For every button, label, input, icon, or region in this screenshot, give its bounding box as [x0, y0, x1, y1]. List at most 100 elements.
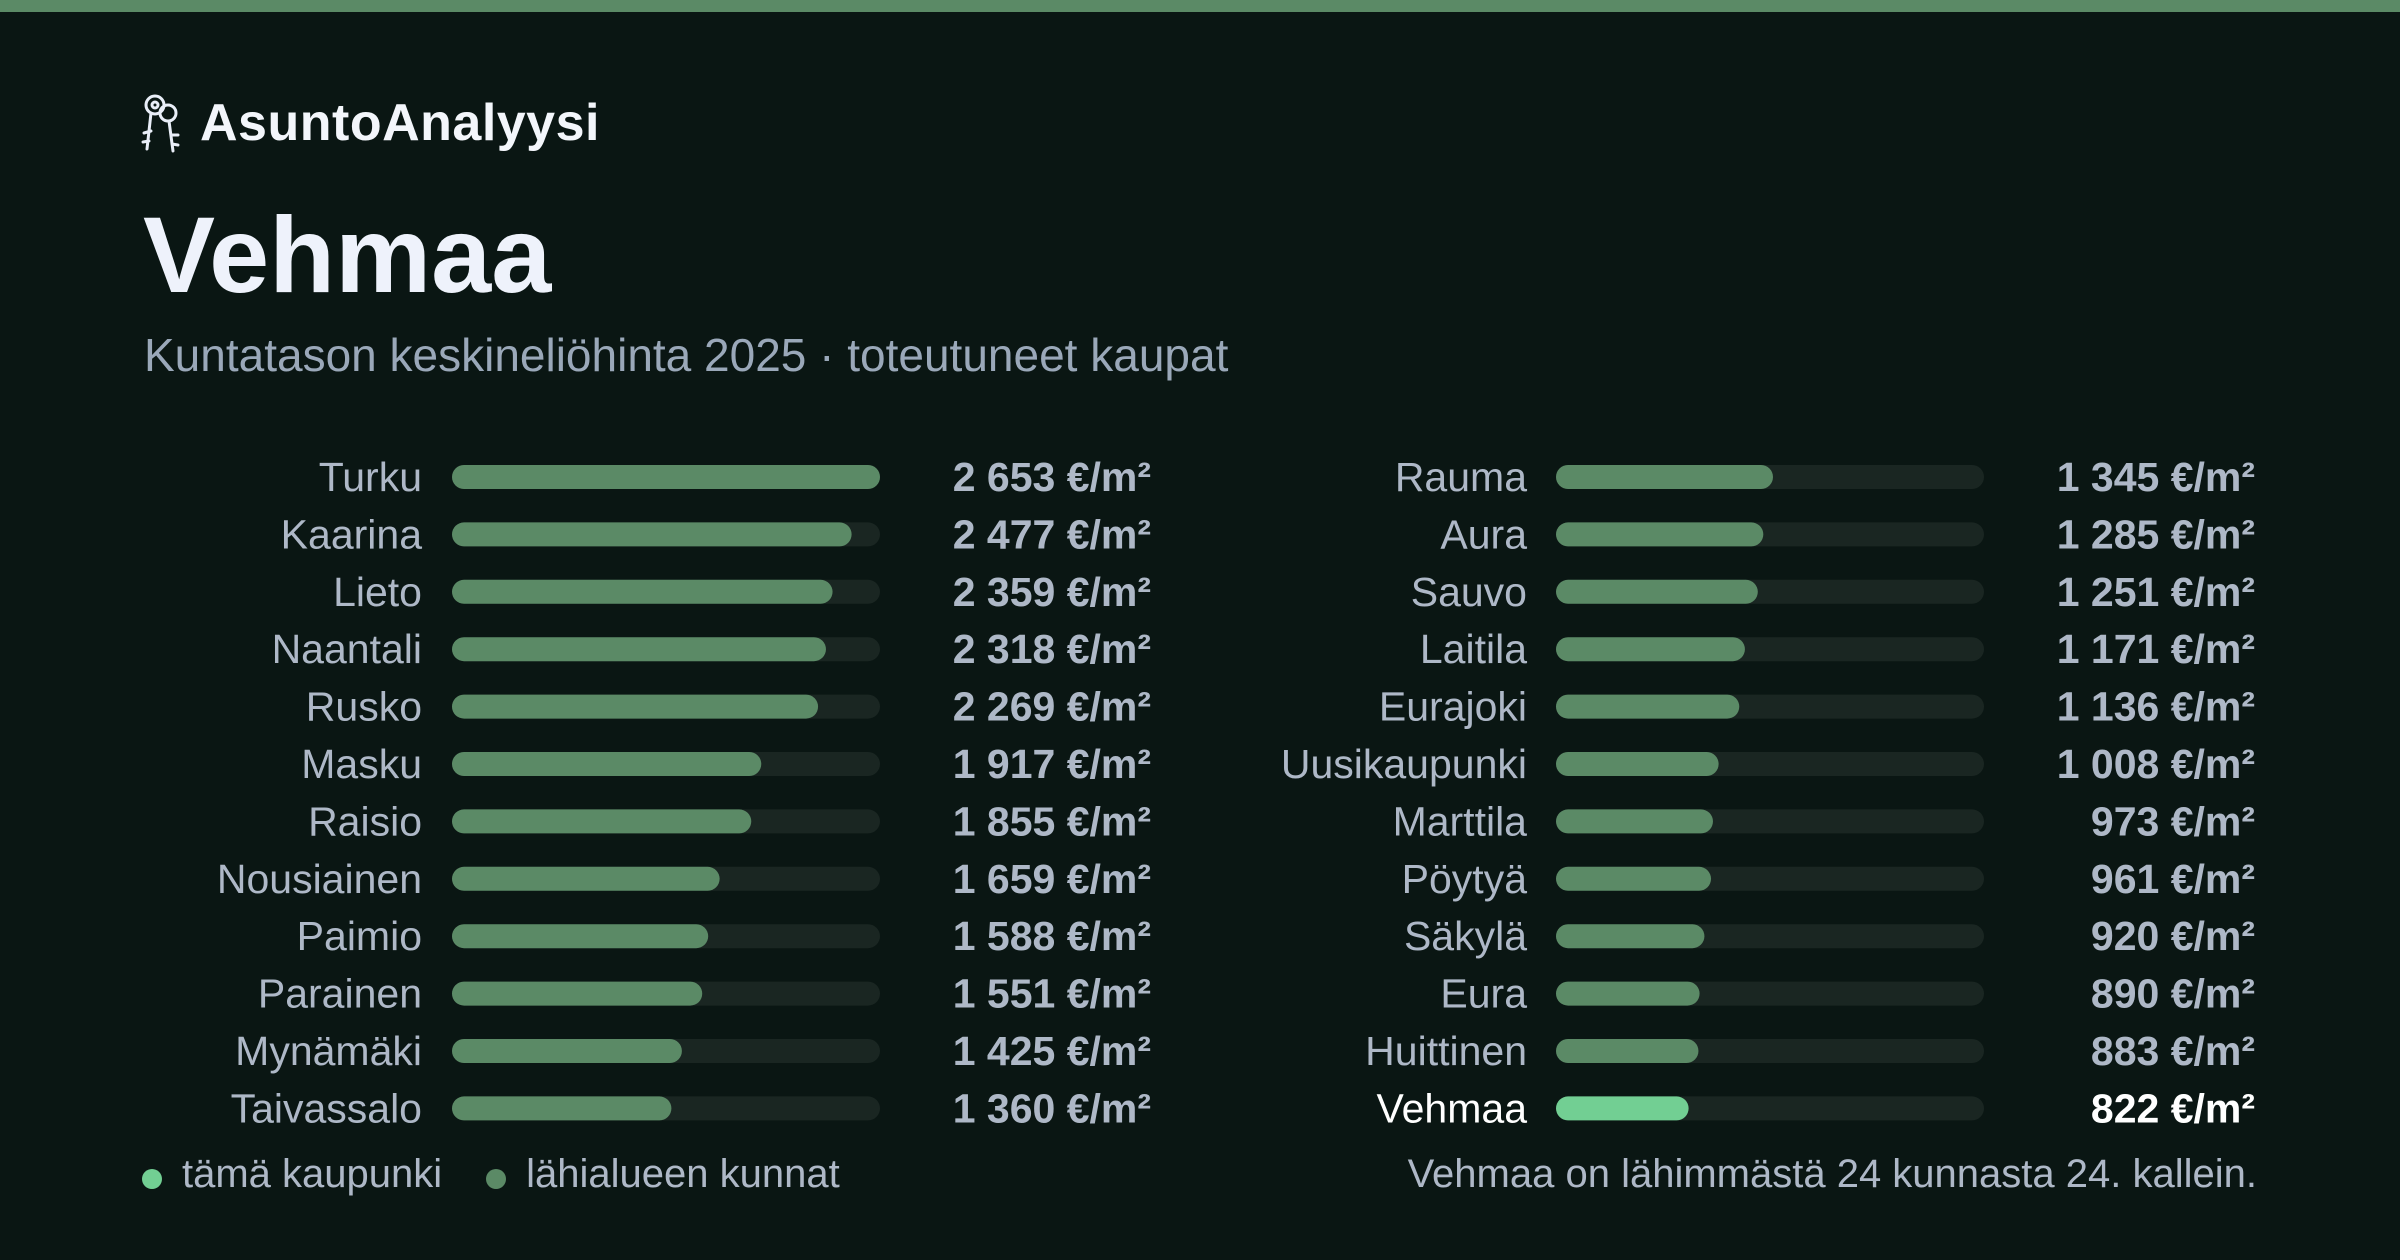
value-label: 1 136 €/m² [2057, 684, 2255, 730]
category-label: Paimio [297, 913, 422, 959]
value-label: 2 653 €/m² [953, 454, 1151, 500]
bar-row-raisio: Raisio 1 855 €/m² [308, 798, 1151, 844]
bar-row-uusikaupunki: Uusikaupunki 1 008 €/m² [1281, 741, 2255, 787]
legend-label-nearby: lähialueen kunnat [526, 1152, 840, 1196]
bar-row-nousiainen: Nousiainen 1 659 €/m² [217, 856, 1151, 902]
category-label: Raisio [308, 798, 422, 844]
legend-item-nearby: lähialueen kunnat [486, 1152, 840, 1197]
bar [1556, 924, 1705, 949]
bar [452, 694, 819, 719]
bar [1556, 579, 1758, 604]
bar [1556, 465, 1773, 489]
category-label: Marttila [1393, 798, 1528, 844]
value-label: 1 008 €/m² [2057, 741, 2255, 787]
bar [452, 1096, 672, 1121]
category-label: Rusko [306, 684, 422, 730]
bar-row-marttila: Marttila 973 €/m² [1393, 798, 2255, 844]
value-label: 1 551 €/m² [953, 971, 1151, 1017]
value-label: 1 855 €/m² [953, 798, 1151, 844]
page-subtitle: Kuntatason keskineliöhinta 2025 · toteut… [144, 329, 1229, 381]
brand-name: AsuntoAnalyysi [200, 94, 600, 152]
bar-row-vehmaa: Vehmaa 822 €/m² [1377, 1085, 2255, 1131]
value-label: 1 917 €/m² [953, 741, 1151, 787]
value-label: 2 477 €/m² [953, 511, 1151, 557]
category-label: Sauvo [1411, 569, 1527, 615]
category-label: Pöytyä [1402, 856, 1528, 902]
bar [452, 465, 880, 489]
bar [452, 1039, 682, 1063]
bar-row-taivassalo: Taivassalo 1 360 €/m² [231, 1085, 1151, 1131]
bar [452, 579, 833, 604]
bar-row-aura: Aura 1 285 €/m² [1440, 511, 2255, 557]
bar-row-sauvo: Sauvo 1 251 €/m² [1411, 569, 2255, 615]
bar [1556, 694, 1740, 719]
bar-highlight [1556, 1096, 1689, 1121]
bar [452, 522, 852, 547]
value-label: 1 659 €/m² [953, 856, 1151, 902]
bar [1556, 866, 1712, 891]
value-label: 2 359 €/m² [953, 569, 1151, 615]
value-label: 2 318 €/m² [953, 626, 1151, 672]
bar [1556, 981, 1700, 1006]
category-label: Laitila [1420, 626, 1527, 672]
category-label: Huittinen [1365, 1028, 1527, 1074]
category-label: Kaarina [281, 511, 423, 557]
legend-dot-nearby-icon [486, 1168, 507, 1189]
value-label: 890 €/m² [2091, 971, 2255, 1017]
category-label: Eura [1440, 971, 1527, 1017]
category-label: Vehmaa [1377, 1085, 1528, 1131]
category-label: Lieto [333, 569, 422, 615]
legend-dot-this-city-icon [142, 1168, 162, 1189]
bar-row-paimio: Paimio 1 588 €/m² [297, 913, 1151, 959]
bar-row-laitila: Laitila 1 171 €/m² [1420, 626, 2255, 672]
bar-row-masku: Masku 1 917 €/m² [301, 741, 1151, 787]
category-label: Taivassalo [231, 1085, 422, 1131]
category-label: Eurajoki [1379, 684, 1527, 730]
bar-row-eurajoki: Eurajoki 1 136 €/m² [1379, 684, 2255, 730]
value-label: 1 251 €/m² [2057, 569, 2255, 615]
value-label: 2 269 €/m² [953, 684, 1151, 730]
bar-row-mynämäki: Mynämäki 1 425 €/m² [235, 1028, 1151, 1074]
category-label: Aura [1440, 511, 1527, 557]
value-label: 1 171 €/m² [2057, 626, 2255, 672]
bar-row-rauma: Rauma 1 345 €/m² [1395, 454, 2255, 500]
bar-row-naantali: Naantali 2 318 €/m² [272, 626, 1151, 672]
bar-row-kaarina: Kaarina 2 477 €/m² [281, 511, 1151, 557]
bar-row-rusko: Rusko 2 269 €/m² [306, 684, 1151, 730]
value-label: 822 €/m² [2091, 1085, 2255, 1131]
category-label: Mynämäki [235, 1028, 422, 1074]
bar [452, 924, 709, 949]
value-label: 961 €/m² [2091, 856, 2255, 902]
legend-label-this-city: tämä kaupunki [182, 1152, 443, 1196]
rank-footnote: Vehmaa on lähimmästä 24 kunnasta 24. kal… [1407, 1152, 2257, 1196]
bar [1556, 752, 1719, 776]
bar-row-lieto: Lieto 2 359 €/m² [333, 569, 1151, 615]
bar-row-parainen: Parainen 1 551 €/m² [258, 971, 1151, 1017]
category-label: Uusikaupunki [1281, 741, 1527, 787]
top-accent-bar [0, 0, 2400, 12]
bar [1556, 809, 1713, 834]
value-label: 883 €/m² [2091, 1028, 2255, 1074]
value-label: 1 425 €/m² [953, 1028, 1151, 1074]
bar-row-huittinen: Huittinen 883 €/m² [1365, 1028, 2255, 1074]
bar-row-eura: Eura 890 €/m² [1440, 971, 2255, 1017]
category-label: Nousiainen [217, 856, 422, 902]
brand: AsuntoAnalyysi [140, 88, 600, 158]
legend-item-this-city: tämä kaupunki [142, 1152, 442, 1197]
bar [1556, 522, 1764, 547]
bar [452, 752, 762, 776]
bar [452, 981, 703, 1006]
category-label: Masku [301, 741, 422, 787]
keys-icon [141, 94, 180, 153]
category-label: Säkylä [1404, 913, 1527, 959]
category-label: Rauma [1395, 454, 1527, 500]
value-label: 1 285 €/m² [2057, 511, 2255, 557]
page-title: Vehmaa [143, 194, 552, 315]
bar-row-turku: Turku 2 653 €/m² [319, 454, 1151, 500]
value-label: 1 345 €/m² [2057, 454, 2255, 500]
category-label: Turku [319, 454, 422, 500]
bar [452, 809, 752, 834]
value-label: 973 €/m² [2091, 798, 2255, 844]
bar [1556, 637, 1745, 662]
